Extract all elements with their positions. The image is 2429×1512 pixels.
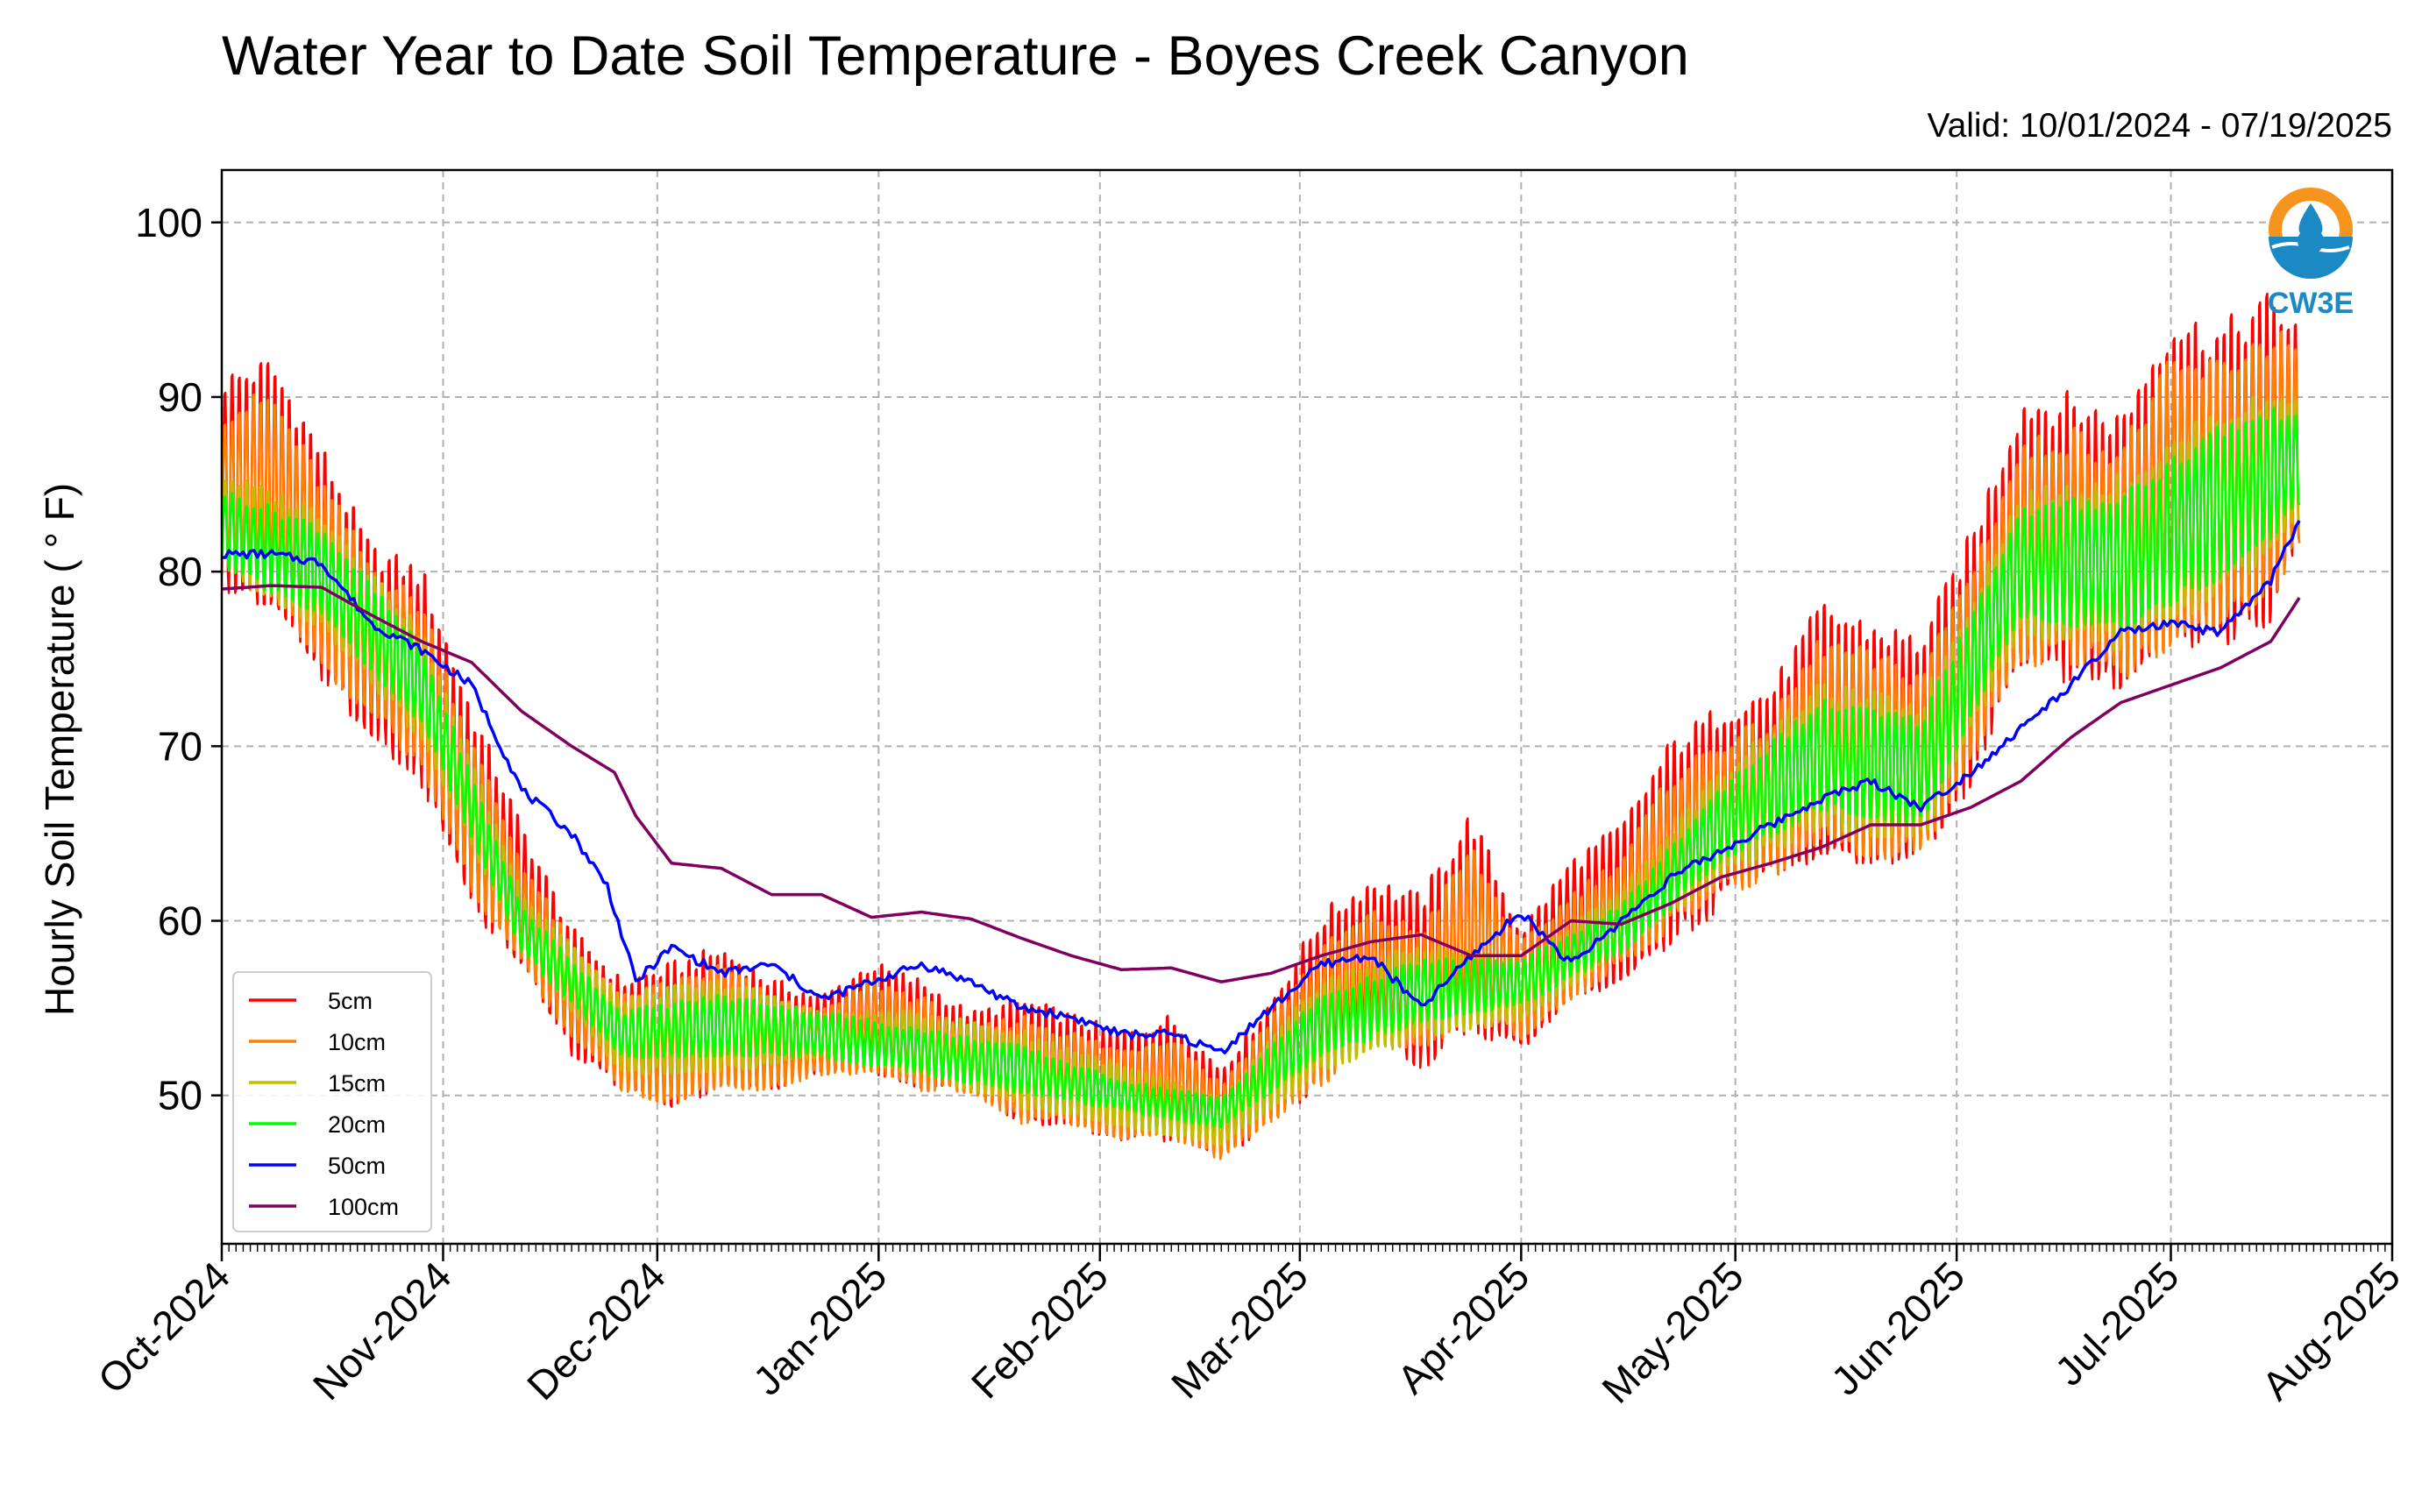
x-tick-label: Nov-2024 <box>304 1253 460 1409</box>
valid-date-range: Valid: 10/01/2024 - 07/19/2025 <box>1927 107 2392 145</box>
y-tick-label: 70 <box>158 723 202 769</box>
y-tick-label: 100 <box>135 200 202 245</box>
x-tick-label: May-2025 <box>1593 1253 1751 1411</box>
series-line-50cm <box>221 520 2301 1054</box>
legend-label-15cm: 15cm <box>328 1070 386 1097</box>
y-axis-label: Hourly Soil Temperature ( ° F) <box>37 483 82 1016</box>
series-line-15cm <box>220 395 2301 1146</box>
series-line-5cm <box>220 292 2301 1155</box>
x-tick-label: Apr-2025 <box>1389 1253 1538 1402</box>
series-line-100cm <box>221 584 2301 983</box>
y-tick-label: 90 <box>158 374 202 420</box>
series-lines <box>220 292 2301 1161</box>
series-line-20cm <box>220 406 2301 1129</box>
series-line-10cm <box>220 330 2301 1161</box>
x-tick-label: Jun-2025 <box>1822 1253 1973 1403</box>
x-tick-label: Mar-2025 <box>1162 1253 1317 1407</box>
x-tick-label: Oct-2024 <box>89 1253 239 1402</box>
x-tick-label: Dec-2024 <box>518 1253 674 1409</box>
x-tick-label: Feb-2025 <box>962 1253 1117 1407</box>
legend-label-10cm: 10cm <box>328 1029 386 1055</box>
x-tick-label: Jul-2025 <box>2046 1253 2188 1395</box>
logo-drop-icon <box>2297 203 2324 255</box>
y-tick-label: 50 <box>158 1073 202 1118</box>
legend-label-20cm: 20cm <box>328 1111 386 1138</box>
legend-label-100cm: 100cm <box>328 1194 399 1220</box>
y-tick-label: 60 <box>158 898 202 944</box>
legend-label-5cm: 5cm <box>328 988 373 1014</box>
x-tick-label: Aug-2025 <box>2253 1253 2409 1409</box>
logo-text: CW3E <box>2268 287 2354 320</box>
logo-water-icon <box>2269 237 2353 279</box>
legend-box <box>232 971 432 1232</box>
x-tick-label: Jan-2025 <box>744 1253 895 1403</box>
legend: 5cm 10cm 15cm 20cm 50cm 100cm <box>232 971 432 1232</box>
cw3e-logo: CW3E <box>2268 188 2354 320</box>
legend-label-50cm: 50cm <box>328 1153 386 1179</box>
y-tick-label: 80 <box>158 549 202 594</box>
chart-title: Water Year to Date Soil Temperature - Bo… <box>222 25 1689 87</box>
